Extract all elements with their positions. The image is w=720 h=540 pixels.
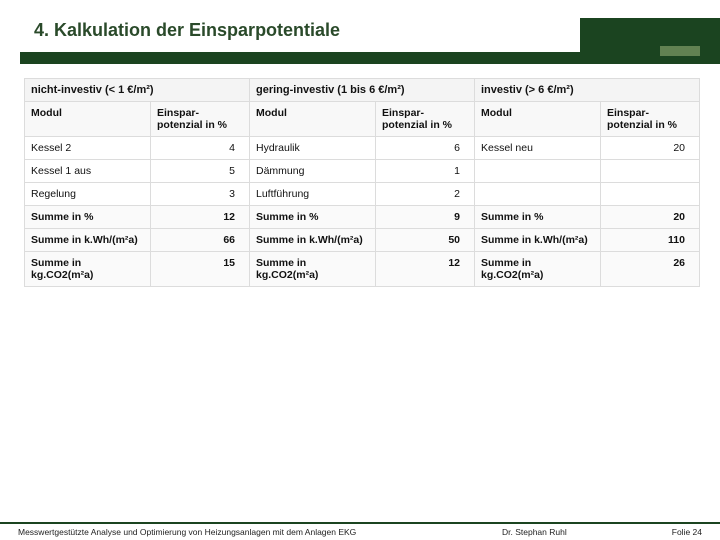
summary-label: Summe in % (250, 206, 376, 229)
cell-module: Dämmung (250, 160, 376, 183)
subhead-modul-2: Modul (250, 102, 376, 137)
savings-table: nicht-investiv (< 1 €/m²) gering-investi… (24, 78, 700, 287)
subhead-pot-1: Einspar- potenzial in % (151, 102, 250, 137)
summary-value: 110 (601, 229, 700, 252)
cell-value (601, 183, 700, 206)
cell-value (601, 160, 700, 183)
summary-row: Summe in kg.CO2(m²a) 15 Summe in kg.CO2(… (25, 252, 700, 287)
cell-value: 3 (151, 183, 250, 206)
summary-row: Summe in k.Wh/(m²a) 66 Summe in k.Wh/(m²… (25, 229, 700, 252)
cell-module: Hydraulik (250, 137, 376, 160)
summary-label: Summe in k.Wh/(m²a) (250, 229, 376, 252)
cell-module: Kessel 2 (25, 137, 151, 160)
category-header-3: investiv (> 6 €/m²) (475, 79, 700, 102)
cell-module: Kessel 1 aus (25, 160, 151, 183)
subhead-pot-2: Einspar- potenzial in % (376, 102, 475, 137)
footer-author: Dr. Stephan Ruhl (502, 527, 632, 537)
subhead-modul-1: Modul (25, 102, 151, 137)
cell-value: 6 (376, 137, 475, 160)
cell-value: 2 (376, 183, 475, 206)
table-row: Kessel 1 aus 5 Dämmung 1 (25, 160, 700, 183)
subhead-modul-3: Modul (475, 102, 601, 137)
footer-left: Messwertgestützte Analyse und Optimierun… (18, 527, 502, 537)
summary-label: Summe in kg.CO2(m²a) (250, 252, 376, 287)
table-container: nicht-investiv (< 1 €/m²) gering-investi… (24, 78, 700, 287)
cell-module (475, 183, 601, 206)
summary-value: 50 (376, 229, 475, 252)
summary-label: Summe in kg.CO2(m²a) (25, 252, 151, 287)
brand-accent (660, 46, 700, 56)
category-header-1: nicht-investiv (< 1 €/m²) (25, 79, 250, 102)
footer: Messwertgestützte Analyse und Optimierun… (0, 522, 720, 540)
summary-label: Summe in k.Wh/(m²a) (25, 229, 151, 252)
cell-value: 1 (376, 160, 475, 183)
cell-value: 4 (151, 137, 250, 160)
cell-module: Luftführung (250, 183, 376, 206)
sub-header-row: Modul Einspar- potenzial in % Modul Eins… (25, 102, 700, 137)
summary-value: 12 (151, 206, 250, 229)
summary-value: 26 (601, 252, 700, 287)
brand-stripe (20, 52, 720, 64)
category-header-2: gering-investiv (1 bis 6 €/m²) (250, 79, 475, 102)
summary-row: Summe in % 12 Summe in % 9 Summe in % 20 (25, 206, 700, 229)
summary-value: 66 (151, 229, 250, 252)
cell-module (475, 160, 601, 183)
summary-label: Summe in % (475, 206, 601, 229)
table-row: Kessel 2 4 Hydraulik 6 Kessel neu 20 (25, 137, 700, 160)
summary-label: Summe in k.Wh/(m²a) (475, 229, 601, 252)
table-row: Regelung 3 Luftführung 2 (25, 183, 700, 206)
summary-label: Summe in % (25, 206, 151, 229)
cell-value: 5 (151, 160, 250, 183)
summary-value: 9 (376, 206, 475, 229)
summary-value: 15 (151, 252, 250, 287)
footer-page: Folie 24 (632, 527, 702, 537)
summary-value: 12 (376, 252, 475, 287)
category-header-row: nicht-investiv (< 1 €/m²) gering-investi… (25, 79, 700, 102)
summary-value: 20 (601, 206, 700, 229)
subhead-pot-3: Einspar- potenzial in % (601, 102, 700, 137)
summary-label: Summe in kg.CO2(m²a) (475, 252, 601, 287)
cell-module: Kessel neu (475, 137, 601, 160)
cell-module: Regelung (25, 183, 151, 206)
page-title: 4. Kalkulation der Einsparpotentiale (34, 20, 340, 41)
cell-value: 20 (601, 137, 700, 160)
header-region: 4. Kalkulation der Einsparpotentiale (0, 0, 720, 66)
